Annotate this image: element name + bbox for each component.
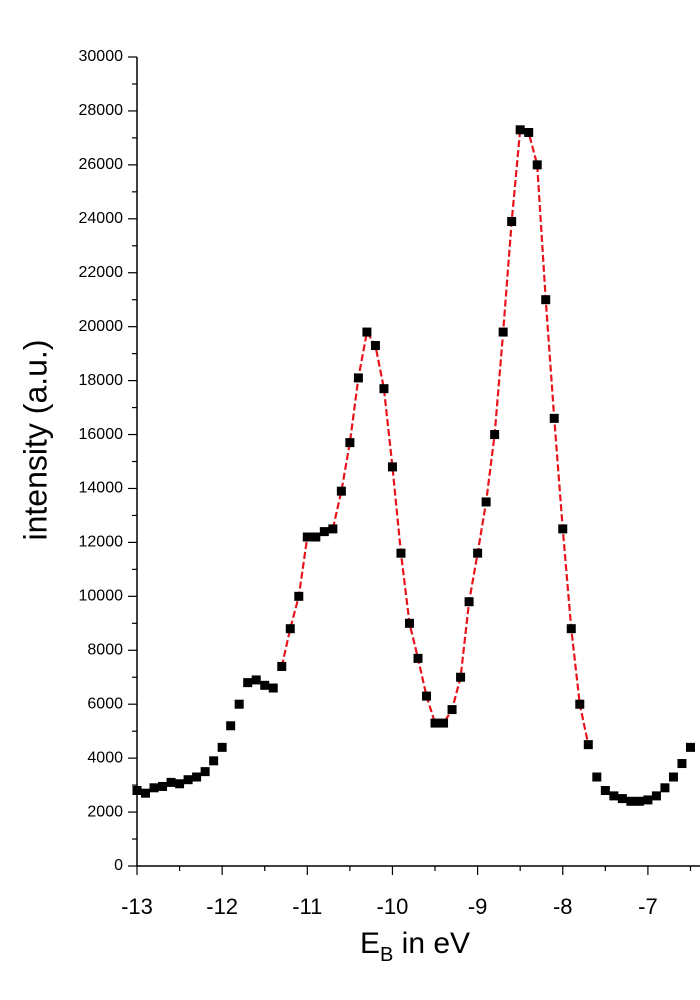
data-point	[328, 524, 338, 534]
y-tick-label: 18000	[79, 372, 124, 389]
data-point	[226, 721, 236, 731]
data-point	[141, 788, 151, 798]
data-point	[379, 384, 389, 394]
data-point	[634, 796, 644, 806]
data-point	[387, 462, 397, 472]
data-point	[549, 413, 559, 423]
data-point	[404, 618, 414, 628]
x-axis-label-main: E	[360, 927, 380, 960]
data-point	[430, 718, 440, 728]
y-axis-label: intensity (a.u.)	[17, 340, 53, 541]
x-axis-label-subscript: B	[380, 944, 393, 966]
y-tick-label: 4000	[87, 749, 123, 766]
data-point	[166, 777, 176, 787]
data-point	[268, 683, 278, 693]
data-point	[447, 705, 457, 715]
data-point	[294, 591, 304, 601]
data-point	[413, 653, 423, 663]
data-point	[660, 783, 670, 793]
data-point	[362, 327, 372, 337]
data-point	[251, 675, 261, 685]
y-tick-label: 16000	[79, 426, 124, 443]
data-point	[532, 160, 542, 170]
data-point	[439, 718, 449, 728]
data-point	[370, 341, 380, 351]
x-tick-label: -8	[553, 894, 573, 919]
data-point	[643, 795, 653, 805]
x-tick-label: -10	[377, 894, 409, 919]
data-point	[626, 796, 636, 806]
data-point	[668, 772, 678, 782]
data-point	[183, 775, 193, 785]
data-point	[507, 216, 517, 226]
data-point	[583, 740, 593, 750]
x-tick-label: -12	[206, 894, 238, 919]
x-axis-label: EB in eV	[360, 927, 470, 966]
data-point	[132, 785, 142, 795]
data-point	[353, 373, 363, 383]
data-point	[600, 785, 610, 795]
data-point	[260, 680, 270, 690]
y-tick-label: 20000	[79, 318, 124, 335]
data-point	[558, 524, 568, 534]
data-point	[524, 128, 534, 138]
data-point	[277, 661, 287, 671]
data-point	[490, 430, 500, 440]
data-point	[541, 295, 551, 305]
x-axis-label-rest: in eV	[393, 927, 470, 960]
data-point	[209, 756, 219, 766]
data-point	[243, 678, 253, 688]
y-tick-label: 14000	[79, 480, 124, 497]
data-point	[498, 327, 508, 337]
y-tick-label: 22000	[79, 264, 124, 281]
data-point	[566, 624, 576, 634]
fit-line	[280, 128, 590, 745]
y-tick-label: 26000	[79, 156, 124, 173]
y-tick-label: 10000	[79, 588, 124, 605]
data-point	[575, 699, 585, 709]
data-point	[456, 672, 466, 682]
data-point	[319, 527, 329, 537]
x-tick-label: -13	[121, 894, 153, 919]
data-point	[311, 532, 321, 542]
y-tick-label: 2000	[87, 803, 123, 820]
data-point	[192, 772, 202, 782]
data-point	[422, 691, 432, 701]
data-point	[302, 532, 312, 542]
data-point	[234, 699, 244, 709]
x-tick-label: -7	[638, 894, 658, 919]
data-point	[149, 783, 159, 793]
data-point	[217, 742, 227, 752]
data-point	[175, 779, 185, 789]
x-tick-label: -11	[292, 894, 322, 919]
data-point	[200, 767, 210, 777]
y-tick-label: 30000	[79, 48, 124, 65]
data-point	[158, 781, 168, 791]
y-tick-label: 0	[114, 857, 123, 874]
data-point	[677, 759, 687, 769]
y-tick-label: 8000	[87, 641, 123, 658]
data-point	[345, 438, 355, 448]
x-tick-label: -9	[468, 894, 488, 919]
data-point	[685, 742, 695, 752]
data-point	[617, 794, 627, 804]
data-point	[592, 772, 602, 782]
y-tick-label: 28000	[79, 102, 124, 119]
y-tick-label: 6000	[87, 695, 123, 712]
y-tick-label: 12000	[79, 534, 124, 551]
data-point	[515, 125, 525, 135]
data-point	[396, 548, 406, 558]
y-tick-label: 24000	[79, 210, 124, 227]
data-point	[336, 486, 346, 496]
data-point	[651, 791, 661, 801]
data-point	[609, 791, 619, 801]
data-point	[481, 497, 491, 507]
data-point	[473, 548, 483, 558]
data-point	[285, 624, 295, 634]
data-point	[464, 597, 474, 607]
